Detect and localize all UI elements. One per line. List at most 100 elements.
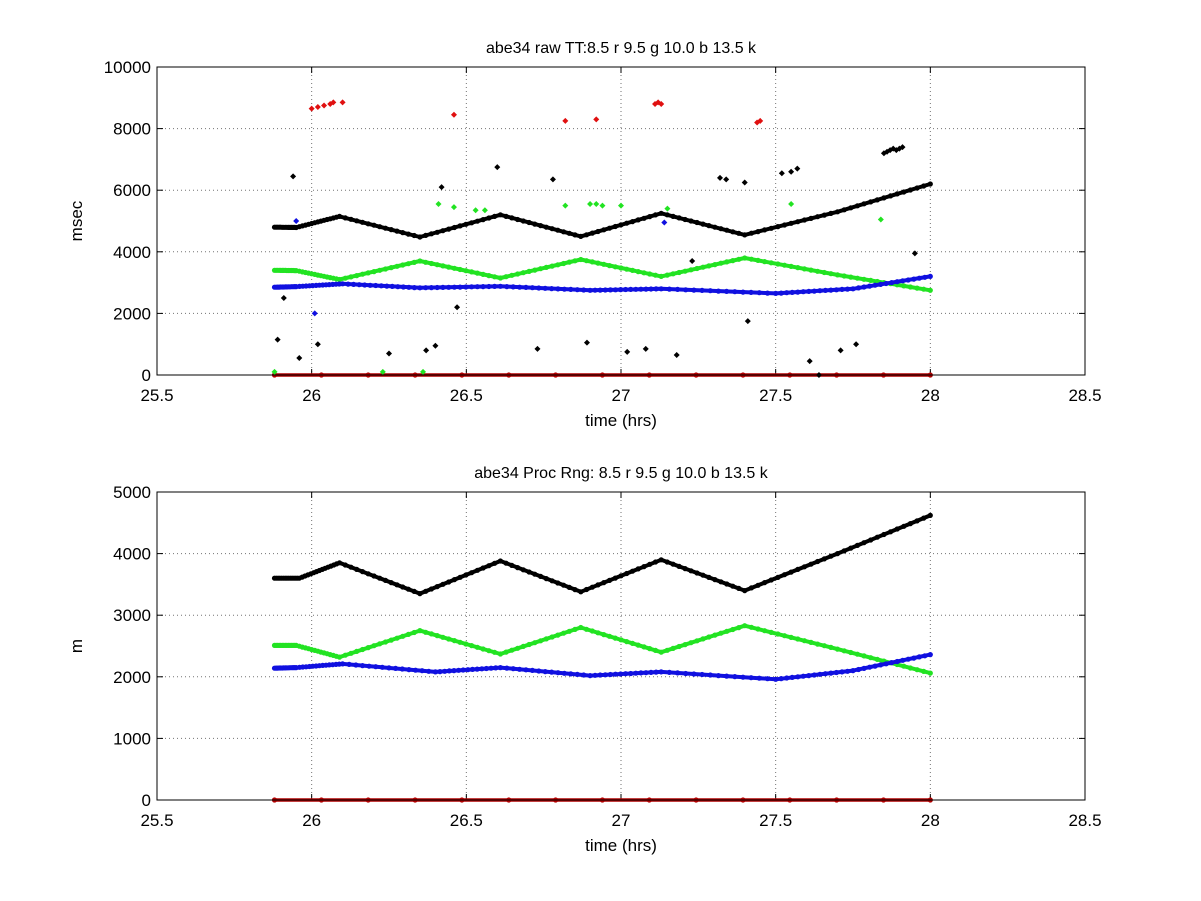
proc-rng-data-point	[676, 563, 682, 570]
proc-rng-xtick-label: 25.5	[140, 811, 173, 830]
raw-tt-data-point	[572, 232, 578, 238]
proc-rng-data-point	[451, 638, 457, 644]
proc-rng-data-point	[707, 672, 713, 678]
raw-tt-data-point	[833, 287, 840, 293]
raw-tt-data-point	[454, 304, 461, 311]
proc-rng-data-point	[635, 642, 641, 648]
raw-tt-data-point	[861, 201, 867, 207]
proc-rng-data-point	[406, 667, 412, 673]
raw-tt-data-point	[894, 191, 900, 197]
raw-tt-data-point	[480, 271, 486, 277]
proc-rng-data-point	[801, 638, 808, 644]
raw-tt-data-point	[658, 286, 664, 292]
proc-rng-data-point	[509, 647, 515, 653]
raw-tt-data-point	[781, 222, 788, 228]
raw-tt-data-point	[417, 234, 423, 240]
raw-tt-data-point	[480, 284, 486, 290]
raw-tt-data-point	[899, 144, 906, 151]
proc-rng-data-point	[474, 644, 480, 650]
raw-tt-data-point	[271, 368, 278, 375]
proc-rng-data-point	[336, 560, 343, 566]
proc-rng-data-point	[469, 666, 476, 673]
raw-tt-data-point	[628, 286, 634, 292]
proc-rng-data-point	[658, 669, 664, 675]
proc-rng-data-point	[602, 672, 608, 678]
proc-rng-data-point	[595, 630, 601, 636]
proc-rng-data-point	[469, 570, 475, 576]
proc-rng-data-point	[529, 667, 536, 674]
raw-tt-data-point	[901, 283, 907, 289]
raw-tt-data-point	[700, 221, 706, 227]
proc-rng-data-point	[756, 675, 762, 681]
raw-tt-data-point	[768, 260, 774, 266]
proc-rng-data-point	[821, 556, 827, 562]
proc-rng-data-point	[905, 656, 911, 662]
proc-rng-data-point	[828, 644, 834, 651]
proc-rng-xtick-label: 27.5	[759, 811, 792, 830]
proc-rng-data-point	[855, 666, 862, 673]
raw-tt-data-point	[423, 347, 430, 354]
raw-tt-ytick-label: 8000	[113, 120, 151, 139]
proc-rng-data-point	[536, 668, 542, 674]
raw-tt-data-point	[736, 230, 742, 236]
raw-tt-data-point	[861, 276, 867, 282]
raw-tt-data-point	[474, 218, 480, 224]
proc-rng-data-point	[365, 645, 371, 651]
raw-tt-data-point	[707, 288, 713, 294]
raw-tt-data-point	[623, 286, 629, 293]
raw-tt-data-point	[400, 284, 406, 290]
proc-rng-data-point	[874, 534, 880, 540]
proc-rng-data-point	[635, 566, 641, 572]
raw-tt-data-point	[834, 272, 841, 278]
raw-tt-data-point	[837, 347, 844, 354]
raw-tt-data-point	[756, 290, 762, 296]
proc-rng-data-point	[730, 626, 736, 633]
proc-rng-data-point	[834, 551, 841, 557]
proc-rng-xtick-label: 26.5	[450, 811, 483, 830]
raw-tt-data-point	[762, 259, 768, 265]
proc-rng-data-point	[359, 663, 366, 669]
raw-tt-data-point	[889, 280, 895, 286]
raw-tt-series-6	[271, 201, 884, 375]
proc-rng-xtick-label: 26	[302, 811, 321, 830]
raw-tt-data-point	[359, 271, 366, 277]
raw-tt-data-point	[689, 258, 696, 265]
raw-tt-data-point	[808, 267, 814, 273]
proc-rng-data-point	[762, 580, 768, 586]
raw-tt-data-point	[755, 257, 761, 263]
proc-rng-data-point	[901, 663, 907, 669]
proc-rng-data-point	[417, 591, 423, 597]
raw-tt-data-point	[861, 284, 867, 290]
proc-rng-data-point	[515, 565, 521, 571]
proc-rng-data-point	[597, 672, 603, 678]
raw-tt-data-point	[618, 265, 624, 271]
raw-tt-data-point	[841, 207, 847, 213]
raw-tt-data-point	[800, 289, 806, 295]
raw-tt-data-point	[682, 216, 688, 223]
raw-tt-data-point	[748, 289, 754, 295]
raw-tt-data-point	[486, 273, 492, 279]
proc-rng-data-point	[742, 588, 748, 594]
proc-rng-data-point	[868, 537, 874, 543]
raw-tt-data-point	[712, 224, 718, 230]
raw-tt-data-point	[773, 290, 779, 296]
raw-tt-data-point	[817, 288, 823, 294]
raw-tt-data-point	[764, 290, 771, 296]
raw-tt-data-point	[664, 272, 670, 278]
proc-rng-data-point	[854, 651, 861, 657]
proc-rng-data-point	[700, 636, 706, 642]
proc-rng-data-point	[618, 637, 624, 643]
proc-rng-data-point	[479, 666, 485, 672]
proc-rng-data-point	[497, 558, 503, 564]
raw-tt-data-point	[624, 348, 631, 355]
proc-rng-data-point	[412, 667, 419, 673]
proc-rng-data-point	[382, 577, 389, 584]
raw-tt-data-point	[612, 223, 618, 230]
proc-rng-data-point	[400, 584, 406, 590]
proc-rng-data-point	[400, 633, 406, 639]
proc-rng-data-point	[755, 626, 761, 632]
proc-rng-data-point	[927, 512, 933, 519]
proc-rng-data-point	[480, 565, 486, 571]
raw-tt-data-point	[451, 284, 457, 290]
proc-rng-data-point	[492, 560, 498, 566]
